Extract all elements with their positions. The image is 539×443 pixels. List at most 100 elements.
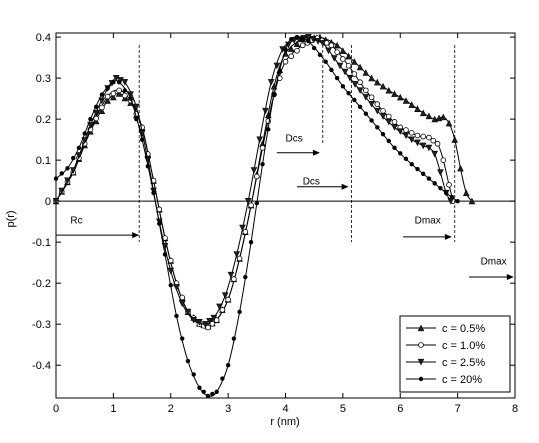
series-point: [110, 93, 117, 101]
series-point: [254, 200, 260, 206]
series-point: [339, 47, 347, 54]
series-point: [305, 34, 312, 41]
series-point: [374, 101, 381, 107]
series-point: [184, 308, 192, 316]
y-tick-label: -0.4: [32, 360, 51, 372]
series-point: [167, 257, 174, 264]
series-point: [434, 140, 441, 147]
series-point: [379, 113, 387, 120]
series-point: [220, 376, 225, 381]
series-point: [333, 41, 341, 49]
series-point: [92, 109, 100, 117]
series-point: [98, 97, 106, 105]
series-point: [420, 133, 427, 140]
series-point: [408, 136, 416, 144]
series-point: [266, 127, 271, 132]
x-tick-label: 3: [225, 403, 231, 415]
series-point: [185, 358, 191, 364]
x-tick-label: 5: [340, 403, 346, 415]
series-point: [219, 307, 226, 313]
series-point: [227, 271, 235, 279]
y-tick-label: 0.4: [36, 32, 51, 44]
series-point: [287, 45, 295, 52]
series-point: [133, 103, 140, 111]
series-point: [210, 391, 215, 397]
series-point: [115, 90, 123, 97]
series-point: [260, 162, 265, 167]
series-point: [168, 283, 173, 288]
series-point: [385, 118, 393, 126]
series-point: [180, 336, 185, 341]
plot-area: 0 1 2 3 4 5 6 7 8 -0.4 -0.3 -0.2 -0.1 0 0.1 0.2 0.3 0.4 Rc…: [32, 32, 518, 415]
series-point: [341, 68, 349, 76]
series-point: [426, 134, 432, 141]
series-point: [432, 181, 437, 186]
series-point: [157, 221, 162, 226]
series-point: [421, 171, 426, 177]
series-point: [59, 171, 64, 176]
series-point: [105, 86, 110, 91]
series-point: [374, 107, 381, 115]
series-point: [271, 92, 277, 97]
series-point: [356, 87, 364, 94]
series-point: [242, 229, 249, 235]
series-point: [139, 137, 145, 142]
series-point: [162, 252, 168, 257]
series-point: [457, 164, 464, 172]
series-point: [76, 145, 82, 151]
series-point: [425, 144, 433, 152]
annotation-label: Dmax: [481, 257, 507, 268]
series-point: [363, 87, 369, 94]
annotation-arrow-head: [506, 274, 514, 281]
series-point: [419, 109, 427, 117]
series-point: [449, 194, 455, 200]
series-line: [55, 36, 458, 397]
series-point: [256, 136, 263, 144]
legend-swatch-marker: [417, 324, 425, 332]
series-point: [75, 152, 83, 159]
series-point: [396, 128, 404, 135]
series-point: [201, 321, 209, 328]
annotation-label: Dcs: [286, 134, 303, 145]
x-axis-label: r (nm): [270, 416, 299, 428]
series-point: [363, 111, 369, 116]
legend-swatch-marker: [417, 358, 425, 366]
series-point: [368, 100, 375, 108]
series-point: [329, 67, 334, 73]
series-point: [236, 255, 243, 262]
series-point: [282, 58, 289, 65]
series-point: [386, 138, 391, 144]
series-point: [391, 124, 398, 131]
series-point: [225, 296, 231, 303]
x-tick-label: 6: [397, 403, 403, 415]
series-point: [205, 393, 211, 399]
series-point: [53, 176, 59, 181]
legend: c = 0.5% c = 1.0% c = 2.5% c = 20%: [399, 315, 511, 393]
series-point: [385, 113, 392, 120]
y-axis-label: p(r): [5, 210, 17, 227]
series-point: [225, 362, 231, 368]
series-point: [334, 49, 340, 55]
series-point: [402, 97, 410, 104]
series-point: [65, 166, 70, 171]
series-point: [443, 190, 449, 196]
series-point: [221, 292, 229, 299]
series-point: [352, 97, 357, 103]
series-point: [111, 80, 116, 85]
series-point: [380, 131, 386, 137]
series-point: [205, 324, 211, 331]
series-point: [52, 198, 60, 205]
series-2: [52, 34, 455, 328]
series-point: [374, 78, 381, 86]
series-point: [288, 53, 295, 60]
x-tick-label: 2: [168, 403, 174, 415]
series-point: [87, 122, 94, 129]
series-point: [174, 313, 179, 319]
y-tick-label: -0.2: [32, 278, 51, 290]
series-point: [445, 119, 453, 127]
series-point: [273, 62, 281, 70]
y-tick-label: -0.1: [32, 237, 51, 249]
series-point: [391, 119, 398, 125]
series-point: [336, 62, 344, 70]
series-point: [379, 82, 387, 90]
